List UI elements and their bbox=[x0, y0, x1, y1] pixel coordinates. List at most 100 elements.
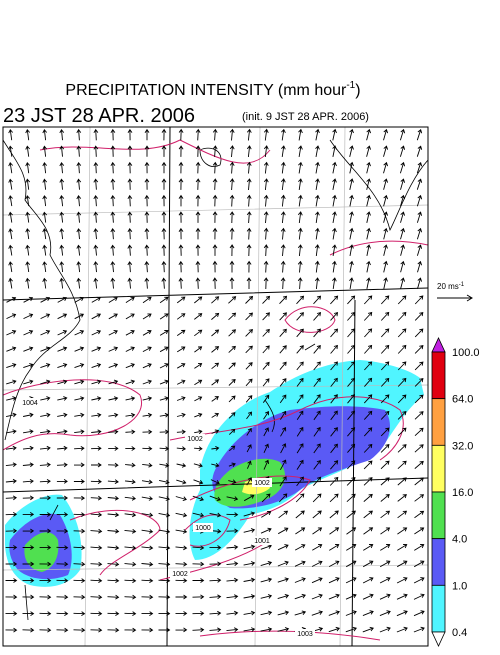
wind-arrow bbox=[363, 311, 373, 321]
wind-arrow bbox=[226, 512, 239, 517]
wind-arrow bbox=[90, 594, 103, 600]
wind-arrow bbox=[127, 277, 133, 289]
wind-arrow bbox=[192, 594, 205, 600]
wind-arrow bbox=[57, 379, 68, 385]
wind-arrow bbox=[59, 211, 65, 223]
wind-arrow bbox=[397, 544, 408, 551]
wind-arrow bbox=[141, 578, 154, 583]
wind-arrow bbox=[332, 161, 337, 174]
wind-arrow bbox=[311, 577, 323, 584]
wind-arrow bbox=[73, 545, 86, 550]
wind-arrow bbox=[93, 261, 99, 273]
wind-arrow bbox=[74, 329, 85, 336]
isobar-label-bg bbox=[20, 398, 40, 407]
wind-arrow bbox=[277, 544, 289, 551]
wind-arrow bbox=[262, 312, 270, 321]
wind-arrow bbox=[59, 161, 65, 174]
wind-arrow bbox=[56, 462, 68, 468]
wind-scale-sup: -1 bbox=[459, 282, 465, 288]
wind-arrow bbox=[399, 128, 406, 141]
wind-arrow bbox=[23, 379, 34, 385]
wind-arrow bbox=[158, 561, 171, 567]
wind-arrow bbox=[144, 211, 150, 223]
wind-arrow bbox=[345, 560, 357, 568]
wind-arrow bbox=[363, 493, 373, 502]
wind-arrow bbox=[212, 128, 218, 141]
wind-arrow bbox=[211, 379, 220, 386]
wind-arrow bbox=[278, 493, 288, 503]
title: PRECIPITATION INTENSITY (mm hour-1) bbox=[65, 80, 360, 99]
wind-arrow bbox=[380, 477, 390, 486]
wind-arrow bbox=[313, 311, 322, 321]
wind-arrow bbox=[57, 412, 68, 418]
wind-arrow bbox=[328, 593, 340, 600]
wind-arrow bbox=[296, 328, 304, 338]
wind-arrow bbox=[73, 627, 86, 633]
wind-arrow bbox=[6, 429, 17, 434]
coastline bbox=[3, 139, 428, 621]
wind-arrow bbox=[144, 161, 150, 174]
wind-arrow bbox=[161, 211, 167, 223]
wind-arrow bbox=[39, 578, 52, 583]
isobar-labels: 1004 1002 1002 1000 1001 1002 1003 bbox=[20, 398, 315, 638]
wind-arrow bbox=[260, 544, 272, 550]
wind-arrow bbox=[228, 479, 237, 485]
wind-arrow bbox=[417, 260, 423, 273]
wind-arrow bbox=[332, 277, 337, 289]
wind-arrow bbox=[178, 178, 184, 190]
wind-arrow bbox=[347, 328, 356, 338]
wind-arrow bbox=[76, 244, 82, 256]
wind-arrow bbox=[363, 460, 373, 470]
wind-arrow bbox=[313, 476, 322, 486]
wind-arrow bbox=[192, 561, 205, 567]
wind-arrow bbox=[158, 627, 171, 633]
wind-arrow bbox=[91, 446, 102, 451]
wind-arrow bbox=[141, 479, 153, 485]
wind-arrow bbox=[280, 227, 286, 240]
wind-arrow bbox=[277, 610, 290, 616]
wind-arrow bbox=[294, 560, 306, 567]
wind-arrow bbox=[22, 594, 35, 600]
wind-arrow bbox=[161, 178, 167, 190]
wind-arrow bbox=[42, 178, 48, 190]
wind-arrow bbox=[246, 277, 252, 289]
wind-arrow bbox=[25, 244, 31, 256]
wind-arrow bbox=[178, 260, 184, 273]
wind-arrow bbox=[346, 493, 356, 503]
wind-arrow bbox=[245, 378, 253, 387]
wind-arrow bbox=[345, 577, 357, 584]
wind-arrow bbox=[263, 227, 269, 240]
wind-arrow bbox=[363, 410, 373, 420]
wind-arrow bbox=[315, 161, 320, 174]
wind-arrow bbox=[5, 627, 18, 633]
wind-arrow bbox=[59, 145, 65, 157]
wind-arrow bbox=[263, 145, 269, 158]
wind-arrow bbox=[228, 395, 236, 403]
colorbar-label: 64.0 bbox=[452, 394, 473, 406]
isobar-label-bg bbox=[295, 629, 315, 638]
wind-arrow bbox=[158, 496, 170, 501]
wind-arrow bbox=[6, 412, 17, 418]
wind-arrow bbox=[141, 545, 154, 551]
wind-arrow bbox=[5, 611, 18, 616]
wind-arrow bbox=[397, 510, 408, 519]
wind-arrow bbox=[124, 561, 137, 567]
wind-arrow bbox=[297, 260, 303, 273]
wind-arrow bbox=[56, 545, 69, 550]
wind-arrow bbox=[176, 329, 186, 336]
wind-arrow bbox=[22, 512, 35, 517]
wind-arrow bbox=[107, 528, 120, 534]
wind-arrows bbox=[5, 128, 425, 633]
wind-arrow bbox=[161, 227, 167, 240]
wind-arrow bbox=[400, 260, 406, 273]
wind-arrow bbox=[397, 427, 407, 437]
wind-arrow bbox=[380, 394, 390, 404]
wind-arrow bbox=[379, 593, 391, 600]
wind-arrow bbox=[263, 161, 269, 174]
wind-arrow bbox=[228, 378, 236, 386]
wind-arrow bbox=[345, 626, 357, 633]
wind-arrow bbox=[23, 329, 34, 336]
wind-arrow bbox=[295, 510, 305, 519]
wind-arrow bbox=[246, 211, 252, 224]
wind-arrow bbox=[144, 128, 150, 141]
